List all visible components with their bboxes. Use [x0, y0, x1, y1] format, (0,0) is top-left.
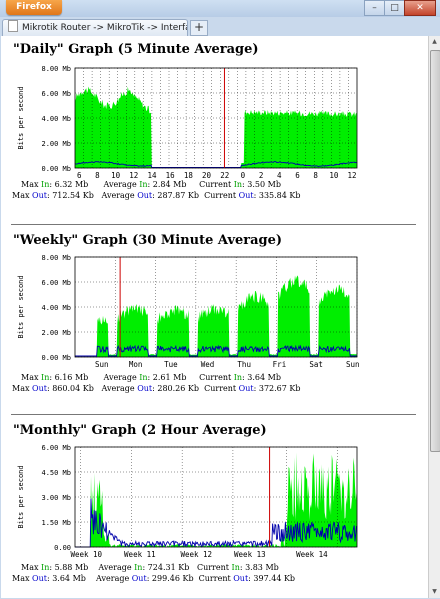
x-tick-label: Mon — [129, 360, 143, 369]
y-axis-label: Bits per second — [17, 86, 25, 149]
vertical-scrollbar[interactable]: ▲ ▼ — [428, 36, 440, 598]
traffic-in-area — [75, 275, 357, 357]
weekly-traffic-graph: 0.00 Mb 2.00 Mb 4.00 Mb 6.00 Mb 8.00 Mb Sun Mo… — [17, 254, 360, 369]
x-tick-label: Wed — [201, 360, 215, 369]
tab-bar: Mikrotik Router -> MikroTik -> Interface… — [0, 17, 440, 36]
daily-stats-in: Max In: 6.32 Mb Average In: 2.84 Mb Curr… — [21, 180, 281, 189]
x-tick-label: 12 — [348, 171, 357, 180]
x-tick-label: 0 — [241, 171, 246, 180]
y-tick-label: 6.00 Mb — [41, 279, 71, 287]
x-tick-label: Week 10 — [70, 550, 102, 559]
x-tick-label: 18 — [184, 171, 194, 180]
x-tick-label: Sat — [309, 360, 323, 369]
new-tab-button[interactable]: + — [190, 20, 208, 36]
traffic-in-area — [75, 452, 357, 547]
y-tick-label: 0.00 Mb — [41, 165, 71, 173]
x-tick-label: 6 — [295, 171, 300, 180]
x-tick-label: Week 11 — [124, 550, 156, 559]
x-tick-label: 10 — [111, 171, 121, 180]
y-axis-label: Bits per second — [17, 465, 25, 528]
monthly-stats-in: Max In: 5.88 Mb Average In: 724.31 Kb Cu… — [21, 563, 279, 572]
traffic-out-line — [74, 160, 357, 168]
daily-stats-out: Max Out: 712.54 Kb Average Out: 287.87 K… — [12, 191, 301, 200]
y-tick-label: 1.50 Mb — [41, 519, 71, 527]
plot-frame — [74, 256, 358, 358]
scrollbar-thumb[interactable] — [430, 50, 440, 452]
y-tick-label: 0.00 Mb — [41, 354, 71, 362]
y-tick-label: 6.00 Mb — [41, 90, 71, 98]
x-tick-label: 16 — [166, 171, 176, 180]
monthly-graph-title: "Monthly" Graph (2 Hour Average) — [13, 423, 267, 438]
close-window-button[interactable]: ✕ — [404, 0, 436, 16]
traffic-out-line — [75, 498, 358, 548]
tab-mikrotik-interface[interactable]: Mikrotik Router -> MikroTik -> Interface… — [2, 19, 188, 36]
y-tick-label: 3.00 Mb — [41, 494, 71, 502]
monthly-traffic-graph: 0.00 1.50 Mb 3.00 Mb 4.50 Mb 6.00 Mb Week 10 W… — [17, 444, 358, 559]
y-tick-label: 2.00 Mb — [41, 329, 71, 337]
window-controls: – □ ✕ — [364, 0, 436, 16]
plot-frame — [74, 67, 358, 169]
firefox-menu-button[interactable]: Firefox — [6, 0, 62, 15]
x-tick-label: 22 — [220, 171, 229, 180]
scroll-up-icon[interactable]: ▲ — [432, 38, 437, 45]
page-content: "Daily" Graph (5 Minute Average) 0.00 Mb… — [1, 36, 428, 598]
y-tick-label: 4.00 Mb — [41, 115, 71, 123]
y-tick-label: 4.00 Mb — [41, 304, 71, 312]
y-tick-label: 8.00 Mb — [41, 254, 71, 262]
traffic-out-line — [75, 344, 357, 357]
y-tick-label: 6.00 Mb — [41, 444, 71, 452]
x-tick-label: Fri — [273, 360, 287, 369]
daily-traffic-graph: 0.00 Mb 2.00 Mb 4.00 Mb 6.00 Mb 8.00 Mb 6 8 10 1… — [17, 65, 358, 180]
x-tick-label: 10 — [329, 171, 339, 180]
monthly-stats-out: Max Out: 3.64 Mb Average Out: 299.46 Kb … — [12, 574, 296, 583]
scroll-down-icon[interactable]: ▼ — [432, 588, 437, 595]
x-tick-label: Week 13 — [234, 550, 266, 559]
tab-label: Mikrotik Router -> MikroTik -> Interface… — [22, 23, 187, 33]
maximize-button[interactable]: □ — [384, 0, 405, 16]
minimize-button[interactable]: – — [364, 0, 385, 16]
x-tick-label: 2 — [259, 171, 264, 180]
traffic-in-area — [75, 86, 357, 168]
x-tick-label: 20 — [202, 171, 212, 180]
x-tick-label: Week 14 — [296, 550, 328, 559]
y-axis-label: Bits per second — [17, 275, 25, 338]
x-tick-label: 8 — [95, 171, 100, 180]
daily-graph-title: "Daily" Graph (5 Minute Average) — [13, 42, 259, 57]
x-tick-label: Thu — [237, 360, 251, 369]
x-tick-label: 4 — [277, 171, 282, 180]
y-tick-label: 0.00 — [54, 544, 71, 552]
page-icon — [8, 20, 18, 32]
x-tick-label: Tue — [164, 360, 178, 369]
y-tick-label: 8.00 Mb — [41, 65, 71, 73]
weekly-stats-out: Max Out: 860.04 Kb Average Out: 280.26 K… — [12, 384, 301, 393]
x-tick-label: 8 — [313, 171, 318, 180]
x-tick-label: 14 — [147, 171, 157, 180]
y-tick-label: 2.00 Mb — [41, 140, 71, 148]
section-divider — [11, 224, 416, 225]
x-tick-label: 12 — [129, 171, 138, 180]
window-titlebar: Firefox – □ ✕ — [0, 0, 440, 17]
section-divider — [11, 414, 416, 415]
x-tick-label: 6 — [77, 171, 82, 180]
x-tick-label: Week 12 — [180, 550, 212, 559]
plot-frame — [74, 446, 358, 548]
weekly-graph-title: "Weekly" Graph (30 Minute Average) — [13, 233, 283, 248]
y-tick-label: 4.50 Mb — [41, 469, 71, 477]
weekly-stats-in: Max In: 6.16 Mb Average In: 2.61 Mb Curr… — [21, 373, 281, 382]
x-tick-label: Sun — [346, 360, 360, 369]
x-tick-label: Sun — [95, 360, 109, 369]
